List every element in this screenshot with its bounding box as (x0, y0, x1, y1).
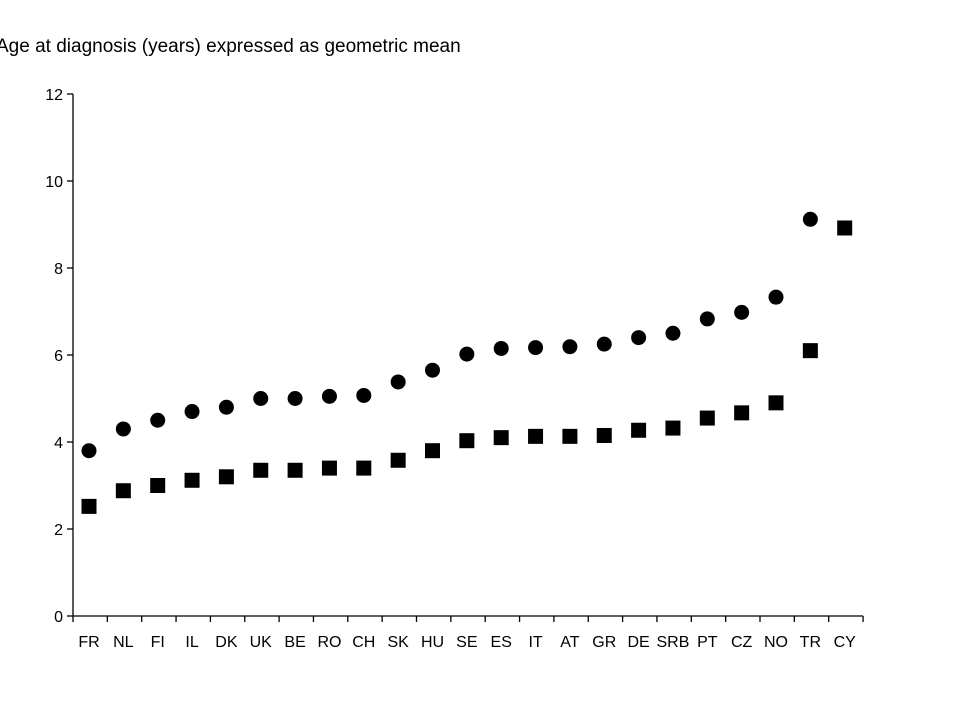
x-tick-label: IL (185, 634, 198, 651)
data-point-square (115, 483, 131, 499)
data-point-square (356, 460, 372, 476)
data-point-circle (459, 346, 475, 362)
data-point-square (837, 220, 853, 236)
data-point-square (459, 433, 475, 449)
data-point-square (425, 443, 440, 459)
x-tick-label: RO (317, 634, 341, 651)
data-point-circle (665, 325, 681, 341)
x-tick-label: SRB (656, 634, 689, 651)
data-point-circle (390, 374, 406, 390)
data-point-circle (356, 387, 372, 403)
data-point-square (150, 478, 166, 493)
data-point-circle (562, 339, 578, 355)
data-point-square (321, 460, 337, 476)
x-tick-label: NL (113, 634, 134, 651)
x-tick-label: FR (78, 634, 99, 651)
y-tick-label: 0 (54, 609, 63, 626)
data-point-circle (253, 391, 269, 406)
x-tick-label: IT (528, 634, 542, 651)
data-point-circle (184, 404, 200, 420)
data-point-square (81, 498, 97, 514)
data-point-square (562, 428, 578, 444)
data-marks (81, 211, 853, 514)
data-point-square (802, 343, 818, 359)
x-tick-label: CZ (731, 634, 753, 651)
x-tick-label: HU (421, 634, 444, 651)
data-point-square (528, 428, 544, 444)
x-tick-label: SK (387, 634, 409, 651)
x-tick-label: FI (151, 634, 165, 651)
data-point-circle (631, 330, 647, 346)
data-point-square (631, 422, 647, 438)
x-tick-label: SE (456, 634, 477, 651)
data-point-circle (493, 340, 509, 356)
y-tick-label: 4 (54, 435, 63, 452)
x-tick-label: BE (284, 634, 305, 651)
y-tick-label: 2 (54, 522, 63, 539)
data-point-square (493, 430, 509, 446)
data-point-circle (528, 340, 544, 356)
data-point-square (665, 420, 681, 436)
x-tick-label: CH (352, 634, 375, 651)
x-tick-label: CY (834, 634, 857, 651)
data-point-square (218, 469, 234, 485)
x-tick-label: NO (764, 634, 788, 651)
data-point-square (253, 462, 269, 478)
x-tick-label: AT (560, 634, 579, 651)
data-point-circle (287, 391, 303, 406)
axes: 0 2 4 6 8 10 12 FR NL FI IL DK UK BE RO CH SK HU SE ES IT AT G… (45, 87, 864, 651)
data-point-square (184, 472, 200, 488)
x-tick-label: DK (215, 634, 238, 651)
y-tick-label: 8 (54, 261, 63, 278)
data-point-square (287, 462, 303, 478)
data-point-circle (81, 443, 97, 459)
data-point-square (390, 452, 406, 468)
data-point-circle (802, 211, 818, 227)
y-tick-label: 10 (45, 174, 63, 191)
data-point-circle (596, 336, 612, 352)
y-tick-label: 12 (45, 87, 63, 104)
chart-title: Age at diagnosis (years) expressed as ge… (0, 36, 461, 57)
x-tick-label: GR (592, 634, 616, 651)
data-point-square (699, 410, 715, 426)
data-point-circle (150, 412, 166, 428)
x-tick-label: DE (627, 634, 649, 651)
x-tick-label: UK (250, 634, 273, 651)
data-point-circle (425, 362, 440, 378)
x-tick-label: PT (697, 634, 718, 651)
x-tick-label: ES (491, 634, 512, 651)
data-point-circle (734, 304, 750, 320)
data-point-circle (699, 311, 715, 327)
data-point-circle (115, 421, 131, 437)
data-point-circle (768, 289, 784, 305)
data-point-circle (218, 399, 234, 415)
x-tick-label: TR (800, 634, 821, 651)
data-point-square (734, 405, 750, 421)
data-point-square (596, 427, 612, 443)
y-tick-label: 6 (54, 348, 63, 365)
data-point-square (768, 395, 784, 411)
data-point-circle (321, 388, 337, 404)
